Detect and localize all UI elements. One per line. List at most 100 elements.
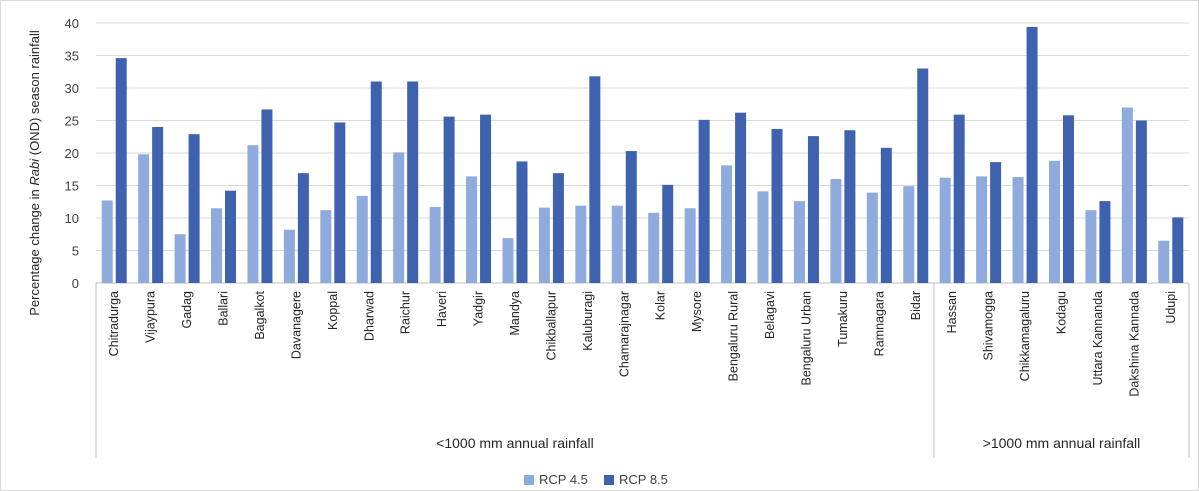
bar-rcp85 — [880, 147, 892, 283]
bar-rcp45 — [502, 238, 514, 283]
x-category-label: Koppal — [326, 291, 340, 330]
bar-rcp85 — [698, 119, 710, 283]
legend-label-rcp45: RCP 4.5 — [539, 472, 588, 487]
bar-rcp85 — [225, 190, 237, 283]
bars-layer — [101, 26, 1184, 284]
bar-rcp45 — [1085, 210, 1097, 283]
bar-rcp45 — [793, 201, 805, 283]
bar-rcp45 — [1012, 177, 1024, 283]
bar-rcp45 — [976, 176, 988, 283]
bar-rcp45 — [393, 152, 405, 283]
bar-rcp85 — [334, 122, 346, 283]
legend-label-rcp85: RCP 8.5 — [619, 472, 668, 487]
x-category-label: Mysore — [690, 291, 704, 332]
grid-layer — [96, 22, 1189, 284]
x-category-label: Dakshina Kannada — [1127, 291, 1141, 397]
bar-rcp85 — [589, 76, 601, 283]
x-group-label: <1000 mm annual rainfall — [436, 435, 594, 451]
y-axis-label-prefix: Percentage change in — [27, 186, 42, 316]
bar-rcp85 — [807, 136, 819, 283]
y-tick-label: 10 — [65, 211, 79, 226]
y-axis-ticks: 0 5 10 15 20 25 30 35 40 — [65, 16, 79, 291]
bar-rcp85 — [516, 161, 528, 283]
y-tick-label: 40 — [65, 16, 79, 31]
y-tick-label: 30 — [65, 81, 79, 96]
bar-rcp85 — [552, 173, 564, 283]
x-category-label: Bidar — [909, 291, 923, 320]
y-axis-label-italic: Rabi — [27, 158, 42, 186]
bar-rcp85 — [370, 81, 382, 283]
x-category-label: Chikkamagaluru — [1018, 291, 1032, 381]
bar-rcp45 — [1121, 107, 1133, 283]
bar-rcp45 — [575, 205, 587, 283]
bar-rcp85 — [953, 114, 965, 284]
legend-swatch-rcp85 — [604, 475, 614, 485]
bar-rcp45 — [138, 154, 150, 283]
bar-rcp45 — [1158, 240, 1170, 283]
bar-rcp85 — [1135, 120, 1147, 283]
bar-rcp45 — [611, 205, 623, 283]
bar-rcp45 — [903, 186, 915, 283]
y-tick-label: 20 — [65, 146, 79, 161]
bar-rcp45 — [1048, 160, 1060, 283]
x-category-label: Vijaypura — [144, 291, 158, 343]
bar-rcp85 — [844, 130, 856, 283]
x-category-label: Kaluburagi — [581, 291, 595, 351]
x-category-label: Bengaluru Urban — [799, 291, 813, 386]
bar-rcp45 — [247, 145, 259, 283]
x-category-label: Yadgir — [472, 291, 486, 326]
y-tick-label: 15 — [65, 179, 79, 194]
x-category-label: Chamarajnagar — [617, 291, 631, 377]
bar-rcp45 — [830, 179, 842, 283]
bar-rcp45 — [721, 165, 733, 283]
bar-rcp85 — [1172, 217, 1184, 283]
x-category-label: Chitradurga — [107, 291, 121, 356]
bar-rcp45 — [939, 177, 951, 283]
x-category-label: Mandya — [508, 291, 522, 336]
y-axis-label-suffix: (OND) season rainfall — [27, 30, 42, 159]
x-category-label: Ballari — [217, 291, 231, 326]
x-category-label: Bagalkot — [253, 290, 267, 339]
bar-rcp85 — [1062, 115, 1074, 283]
bar-rcp85 — [917, 68, 929, 283]
x-category-label: Bengaluru Rural — [727, 291, 741, 381]
bar-rcp85 — [771, 128, 783, 283]
bar-rcp45 — [648, 212, 660, 283]
bar-rcp45 — [283, 229, 295, 283]
x-category-label: Belagavi — [763, 291, 777, 339]
bar-rcp45 — [757, 191, 769, 283]
bar-rcp45 — [866, 192, 878, 283]
x-category-label: Haveri — [435, 291, 449, 327]
x-category-label: Shivamogga — [982, 291, 996, 361]
bar-rcp45 — [684, 208, 696, 283]
bar-rcp85 — [261, 109, 273, 283]
y-tick-label: 5 — [72, 244, 79, 259]
x-category-label: Raichur — [399, 291, 413, 334]
y-tick-label: 25 — [65, 114, 79, 129]
bar-rcp85 — [735, 112, 747, 283]
bar-rcp85 — [625, 151, 637, 283]
x-category-label: Davanagere — [289, 291, 303, 359]
bar-rcp45 — [211, 208, 223, 283]
bar-rcp85 — [297, 173, 309, 283]
x-category-label: Hassan — [945, 291, 959, 333]
bar-rcp85 — [1099, 201, 1111, 283]
bar-rcp85 — [662, 184, 674, 283]
legend: RCP 4.5 RCP 8.5 — [524, 472, 668, 487]
y-tick-label: 0 — [72, 276, 79, 291]
bar-rcp45 — [466, 176, 478, 283]
bar-rcp85 — [407, 81, 419, 283]
x-category-label: Tumakuru — [836, 291, 850, 347]
bar-rcp85 — [443, 116, 455, 283]
y-axis-label: Percentage change in Rabi (OND) season r… — [27, 30, 42, 316]
bar-rcp45 — [320, 210, 332, 283]
x-category-label: Udupi — [1164, 291, 1178, 324]
x-axis-categories: Chitradurga Vijaypura Gadag Ballari Bagalkot… — [107, 290, 1178, 396]
x-category-label: Kolar — [654, 291, 668, 320]
bar-rcp45 — [174, 234, 186, 283]
x-group-label: >1000 mm annual rainfall — [983, 435, 1141, 451]
x-category-label: Kodagu — [1054, 291, 1068, 334]
bar-rcp85 — [480, 114, 492, 284]
legend-swatch-rcp45 — [524, 475, 534, 485]
